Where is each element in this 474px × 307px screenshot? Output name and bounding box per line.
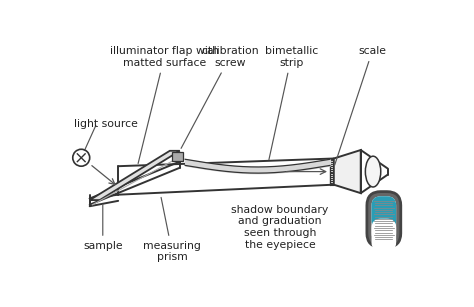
FancyBboxPatch shape (372, 196, 396, 243)
Text: scale: scale (335, 46, 386, 165)
Circle shape (73, 149, 90, 166)
FancyBboxPatch shape (367, 192, 401, 247)
Text: illuminator flap with
matted surface: illuminator flap with matted surface (110, 46, 219, 164)
Text: measuring
prism: measuring prism (143, 197, 201, 262)
Polygon shape (90, 151, 180, 200)
FancyBboxPatch shape (372, 219, 396, 252)
Polygon shape (334, 150, 361, 193)
FancyBboxPatch shape (372, 196, 396, 230)
FancyBboxPatch shape (172, 152, 183, 161)
Text: shadow boundary
and graduation
seen through
the eyepiece: shadow boundary and graduation seen thro… (231, 205, 328, 250)
Ellipse shape (365, 156, 381, 187)
Text: light source: light source (74, 119, 138, 129)
Text: calibration
screw: calibration screw (181, 46, 259, 148)
Text: sample: sample (83, 204, 123, 251)
Text: bimetallic
strip: bimetallic strip (265, 46, 318, 160)
